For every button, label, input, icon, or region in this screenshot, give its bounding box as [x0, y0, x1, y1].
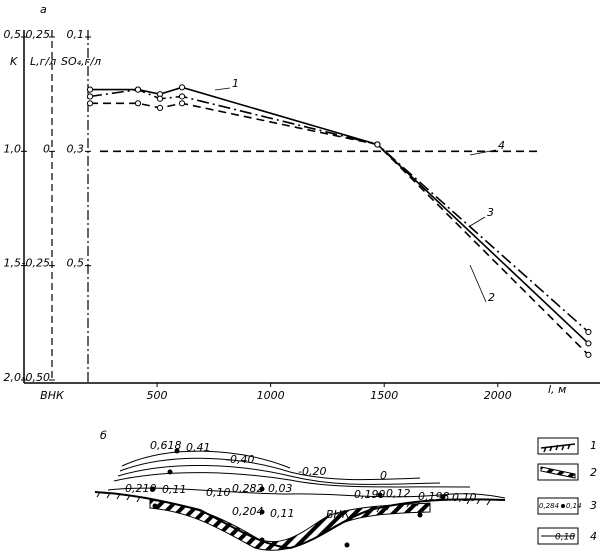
- well: [259, 509, 265, 515]
- x-tick-label: 1500: [370, 389, 398, 402]
- y-tick-label: 0,3: [67, 142, 85, 155]
- contour-label: 0,11: [270, 507, 295, 520]
- marker: [156, 104, 164, 111]
- ground-line: [94, 491, 506, 550]
- contour: [119, 457, 421, 481]
- marker: [585, 351, 592, 358]
- label-leader: [469, 149, 497, 156]
- legend-label: 1: [590, 439, 597, 452]
- y-tick-label: 2,0: [4, 371, 22, 384]
- y-tick-label: 0,5: [4, 28, 22, 41]
- x-tick-label: 2000: [484, 389, 512, 402]
- contour-label: 0,198: [418, 490, 450, 503]
- contour-label: 0,199: [354, 488, 386, 501]
- well: [377, 492, 383, 498]
- marker: [86, 100, 94, 107]
- x-origin-label: ВНК: [40, 389, 65, 402]
- y-tick-label: 0,25: [26, 28, 51, 41]
- contour-label: 0,204: [232, 505, 264, 518]
- panel-label: б: [100, 429, 107, 442]
- label-leader: [214, 87, 231, 91]
- x-tick-label: 500: [147, 389, 168, 402]
- marker: [374, 141, 381, 148]
- layer-label: ВНК: [326, 508, 351, 521]
- label-leader: [469, 264, 487, 303]
- contour-label: -0,20: [298, 465, 326, 478]
- marker: [86, 93, 94, 100]
- contour-labels: 0,618 0,41 -0,40 -0,20 0 0,210 0,11 0,10…: [125, 439, 477, 521]
- well: [440, 494, 446, 500]
- legend-box: [537, 497, 579, 515]
- x-tick-label: 1000: [257, 389, 285, 402]
- y-tick-label: 0,5: [67, 257, 85, 270]
- contour-label: 0: [380, 469, 387, 482]
- well: [259, 537, 265, 543]
- marker: [134, 86, 142, 93]
- contour-label: 0,210: [125, 482, 157, 495]
- well: [259, 486, 265, 492]
- contour-label: 0,282: [232, 482, 264, 495]
- well: [150, 486, 156, 492]
- series-label: 4: [498, 139, 505, 152]
- marker: [585, 328, 592, 336]
- contour-label: 0,03: [268, 482, 293, 495]
- line-series: [90, 102, 589, 356]
- x-axis-label: l, м: [548, 383, 566, 396]
- y3-axis-label: SO₄,г/л: [61, 55, 101, 68]
- legend-symbol: [561, 504, 565, 508]
- contour-label: 0,10: [452, 491, 477, 504]
- label-leader: [469, 216, 486, 227]
- well: [344, 542, 350, 548]
- hatch-ticks: [96, 491, 491, 513]
- diagram-panel: б 0,618 0,41 -0,40 -0,20: [94, 429, 597, 551]
- well: [167, 469, 173, 475]
- contour: [121, 450, 291, 469]
- wells: [150, 448, 446, 548]
- legend-symbol: [540, 443, 576, 453]
- y-tick-label: -0,25: [22, 257, 50, 270]
- contour: [117, 465, 441, 485]
- contour-label: 0,618: [150, 439, 182, 452]
- y2-axis-label: L,г/л: [30, 55, 56, 68]
- well: [152, 503, 158, 509]
- marker: [178, 84, 186, 91]
- legend-label: 4: [590, 530, 597, 543]
- line-series: [90, 86, 589, 344]
- well: [417, 512, 423, 518]
- panel-label: а: [40, 3, 47, 16]
- legend-value: 0,18: [555, 533, 575, 543]
- well: [174, 448, 180, 454]
- contour: [107, 487, 506, 499]
- y-tick-label: 1,0: [4, 142, 22, 155]
- y-tick-label: 0,1: [67, 28, 85, 41]
- marker: [585, 340, 592, 347]
- contour-label: -0,40: [226, 453, 254, 466]
- series-label: 2: [488, 291, 495, 304]
- legend-value: 0,14: [566, 502, 582, 510]
- marker: [178, 100, 186, 107]
- legend-value: 0,284: [539, 502, 559, 510]
- marker: [156, 95, 164, 102]
- contour-label: 0,12: [386, 487, 411, 500]
- marker: [134, 100, 142, 107]
- series-label: 1: [232, 77, 239, 90]
- legend-symbol: [540, 466, 576, 479]
- legend: 1 2 0,284 0,14 3 0,18 4: [537, 437, 597, 545]
- line-series: [89, 88, 589, 333]
- y-axis-label: K: [10, 55, 18, 68]
- contour-label: 0,10: [206, 486, 231, 499]
- y-tick-label: -0,50: [22, 371, 50, 384]
- y-tick-label: 1,5: [4, 257, 22, 270]
- series-label: 3: [487, 206, 494, 219]
- legend-label: 2: [590, 466, 597, 479]
- contour-label: 0,11: [162, 483, 187, 496]
- contour-label: 0,41: [186, 441, 211, 454]
- chart-panel: а K L,г/л SO₄,г/л ВНК l, м 500 1000 1500 20…: [4, 3, 600, 402]
- marker: [86, 86, 94, 93]
- marker: [178, 93, 186, 100]
- legend-label: 3: [590, 499, 597, 512]
- y-tick-label: 0: [43, 142, 50, 155]
